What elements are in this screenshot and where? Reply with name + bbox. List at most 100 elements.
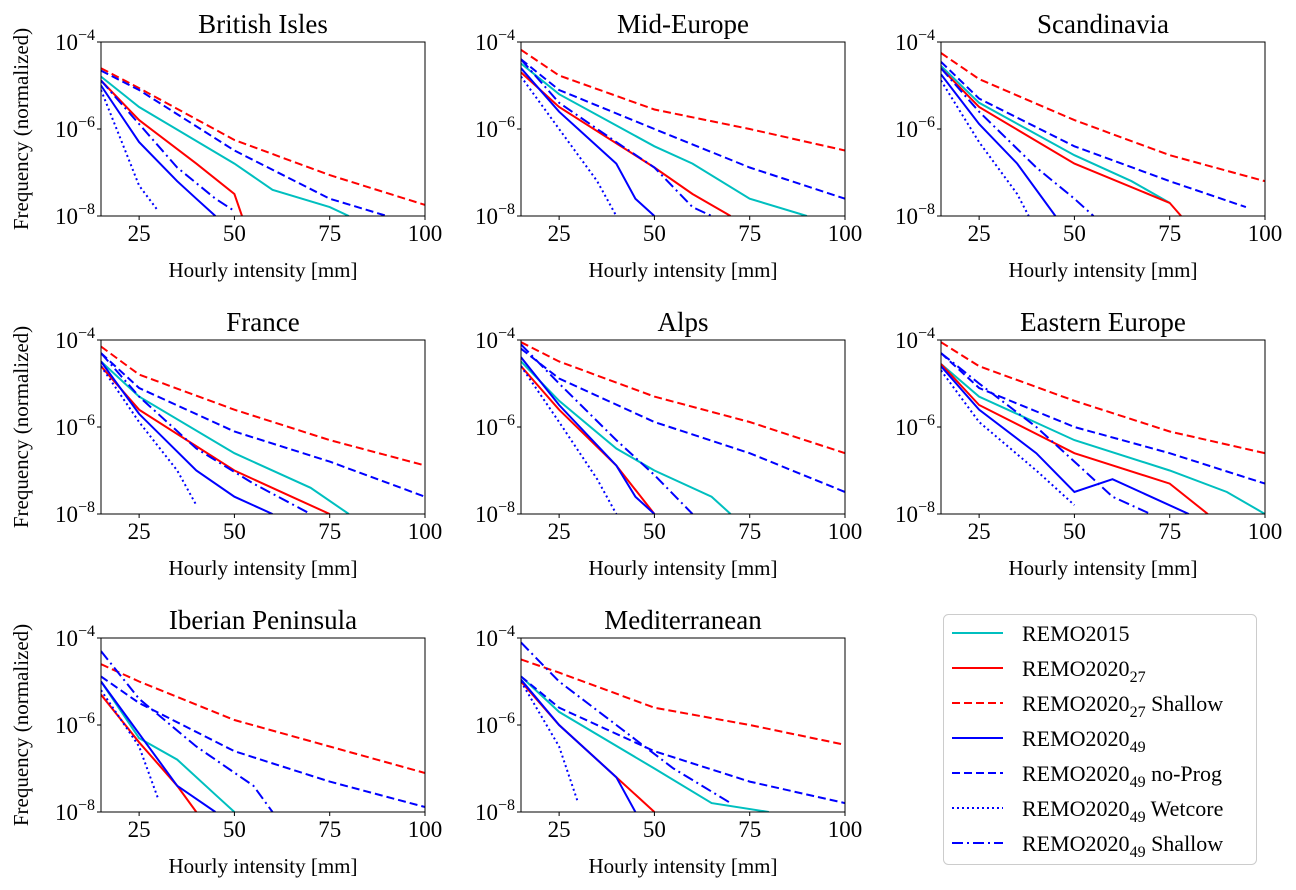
x-axis-label: Hourly intensity [mm] [169, 258, 358, 282]
x-tick-label: 25 [548, 817, 571, 842]
x-axis-label: Hourly intensity [mm] [1009, 556, 1198, 580]
y-axis-label: Frequency (normalized) [9, 326, 33, 528]
series-line-remo202049 [521, 67, 656, 216]
y-tick-label: 10−4 [475, 623, 515, 651]
y-tick-label: 10−6 [55, 412, 95, 440]
y-tick-label: 10−6 [55, 710, 95, 738]
series-line-remo202049 [941, 73, 1057, 216]
x-tick-label: 50 [223, 817, 246, 842]
y-tick-label: 10−8 [475, 797, 515, 825]
series-group [101, 67, 425, 216]
series-line-remo202049 [101, 680, 216, 812]
y-tick-label: 10−6 [895, 412, 935, 440]
legend-label: REMO2015 [1022, 621, 1130, 646]
x-axis-label: Hourly intensity [mm] [589, 258, 778, 282]
series-line-remo202027-shallow [101, 67, 425, 206]
x-tick-label: 50 [643, 817, 666, 842]
series-line-remo202049-wetcore [101, 89, 159, 212]
series-line-remo2015 [941, 363, 1265, 514]
legend: REMO2015 REMO202027 REMO202027 Shallow REMO… [943, 614, 1257, 865]
series-line-remo202049-shallow [101, 79, 235, 212]
legend-item: REMO202027 [952, 656, 1146, 686]
y-tick-label: 10−4 [55, 623, 95, 651]
series-group [521, 341, 845, 514]
y-tick-label: 10−4 [475, 325, 515, 353]
x-axis-label: Hourly intensity [mm] [589, 854, 778, 878]
y-tick-label: 10−4 [895, 325, 935, 353]
axes-frame [100, 637, 426, 813]
subplot-title: British Isles [198, 9, 328, 39]
y-tick-label: 10−6 [55, 114, 95, 142]
subplot-scandinavia: Scandinavia 25 50 75 100 10−4 10−6 10−8 Hourly i… [895, 9, 1282, 282]
series-line-remo202049-no-prog [521, 58, 845, 200]
y-tick-label: 10−4 [55, 27, 95, 55]
series-line-remo202027-shallow [101, 345, 425, 467]
y-tick-label: 10−6 [895, 114, 935, 142]
series-line-remo202049 [521, 356, 656, 514]
x-axis-label: Hourly intensity [mm] [1009, 258, 1198, 282]
y-tick-label: 10−8 [55, 499, 95, 527]
series-line-remo202027 [101, 79, 243, 216]
series-line-remo202049-wetcore [101, 689, 160, 800]
y-tick-label: 10−6 [475, 710, 515, 738]
series-line-remo202049-shallow [101, 352, 312, 514]
legend-item: REMO202049 Shallow [952, 831, 1223, 861]
x-tick-label: 50 [643, 519, 666, 544]
x-tick-label: 25 [968, 519, 991, 544]
series-line-remo202049-shallow [941, 67, 1095, 216]
x-tick-label: 25 [128, 519, 151, 544]
x-tick-label: 100 [408, 817, 443, 842]
series-line-remo2015 [521, 675, 769, 812]
series-line-remo2015 [521, 62, 808, 216]
series-line-remo202027-shallow [521, 48, 845, 152]
series-line-remo202049-shallow [521, 343, 694, 514]
legend-item: REMO202049 no-Prog [952, 761, 1222, 791]
x-tick-label: 25 [548, 221, 571, 246]
series-line-remo202049-no-prog [101, 675, 425, 808]
x-tick-label: 25 [128, 221, 151, 246]
subplot-mediterranean: Mediterranean 25 50 75 100 10−4 10−6 10−8 Hourly… [475, 605, 862, 878]
y-tick-label: 10−8 [55, 797, 95, 825]
series-line-remo2015 [941, 65, 1171, 204]
series-line-remo2015 [101, 680, 236, 812]
series-line-remo202027 [101, 693, 198, 812]
y-tick-label: 10−8 [55, 201, 95, 229]
series-line-remo202049-shallow [521, 58, 713, 216]
y-tick-label: 10−8 [475, 201, 515, 229]
legend-item: REMO202049 Wetcore [952, 796, 1223, 826]
series-group [521, 641, 845, 812]
series-line-remo202049 [101, 84, 217, 216]
x-tick-label: 25 [128, 817, 151, 842]
series-line-remo202049-no-prog [101, 69, 388, 216]
series-line-remo202027 [941, 67, 1182, 216]
x-tick-label: 100 [828, 519, 863, 544]
series-group [101, 650, 425, 812]
x-tick-label: 100 [408, 519, 443, 544]
x-tick-label: 100 [828, 817, 863, 842]
legend-label: REMO202049 [1022, 726, 1146, 756]
subplot-alps: Alps 25 50 75 100 10−4 10−6 10−8 Hourly intensit… [475, 307, 862, 580]
series-line-remo202027-shallow [101, 663, 425, 774]
y-tick-label: 10−6 [475, 114, 515, 142]
subplot-title: France [226, 307, 299, 337]
subplot-title: Mediterranean [604, 605, 762, 635]
x-tick-label: 100 [828, 221, 863, 246]
subplot-title: Scandinavia [1037, 9, 1169, 39]
series-group [941, 52, 1265, 216]
y-tick-label: 10−6 [475, 412, 515, 440]
series-line-remo202049-wetcore [941, 79, 1030, 216]
series-line-remo202049-no-prog [521, 675, 845, 805]
legend-item: REMO2015 [952, 621, 1130, 646]
x-tick-label: 100 [408, 221, 443, 246]
y-axis-label: Frequency (normalized) [9, 624, 33, 826]
series-line-remo202049 [941, 365, 1190, 514]
legend-label: REMO202049 Wetcore [1022, 796, 1223, 826]
series-line-remo202027 [941, 363, 1209, 514]
series-line-remo2015 [101, 75, 350, 216]
x-tick-label: 75 [1158, 221, 1181, 246]
series-group [521, 48, 845, 216]
x-tick-label: 75 [318, 817, 341, 842]
series-line-remo202049-shallow [521, 641, 732, 804]
series-line-remo202027-shallow [941, 52, 1265, 183]
